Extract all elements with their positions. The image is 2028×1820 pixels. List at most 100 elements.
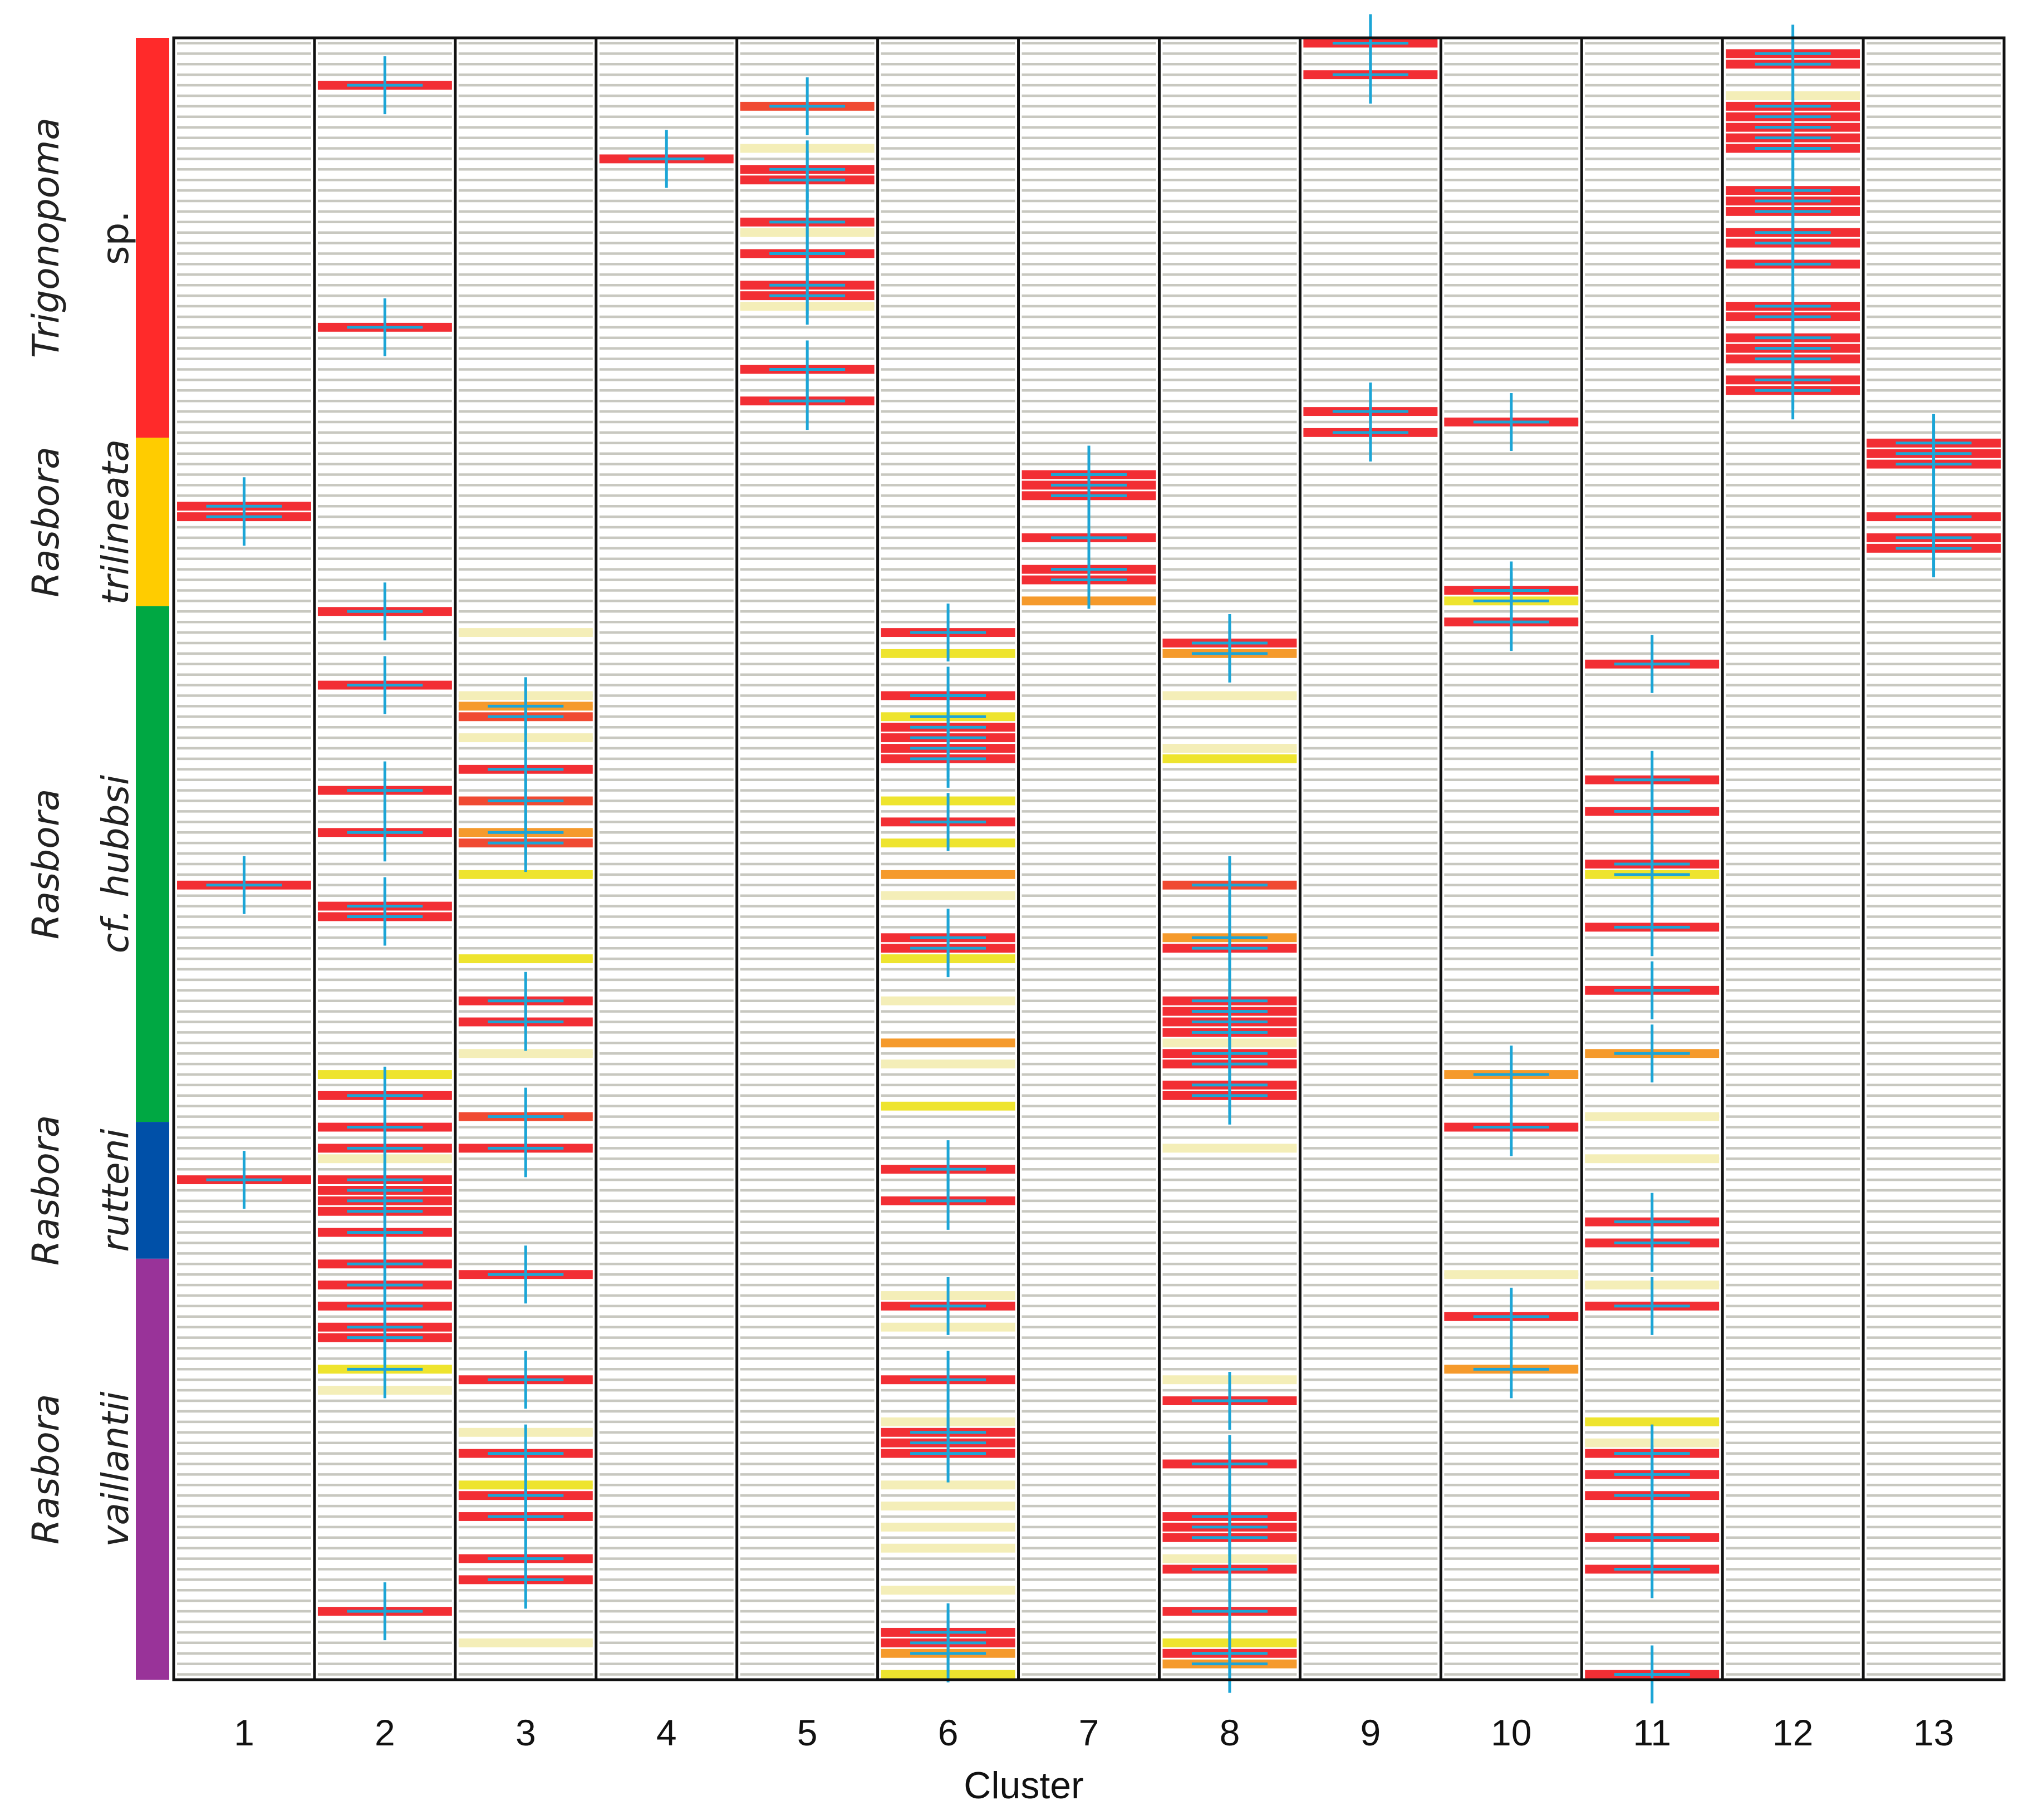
marker-c13-r48 — [1896, 519, 1972, 577]
cell-c6-r91 — [881, 996, 1015, 1005]
marker-c2-r83 — [347, 887, 423, 946]
species-epithet-1: sp. — [94, 211, 137, 265]
marker-c6-r110 — [910, 1171, 986, 1230]
marker-c3-r127 — [488, 1351, 564, 1409]
cell-c6-r81 — [881, 891, 1015, 900]
marker-c8-r135 — [1191, 1435, 1268, 1493]
species-labels: Trigonopoma sp. Rasbora trilineata Rasbora cf… — [24, 117, 137, 1547]
marker-c6-r153 — [910, 1624, 986, 1682]
species-epithet-3: cf. hubbsi — [94, 774, 137, 953]
marker-c7-r51 — [1051, 551, 1127, 609]
marker-c5-r24 — [769, 267, 846, 325]
x-tick-1: 1 — [234, 1712, 254, 1753]
x-tick-2: 2 — [375, 1712, 395, 1753]
species-genus-4: Rasbora — [24, 1115, 67, 1266]
marker-c1-r45 — [206, 488, 282, 546]
marker-c8-r58 — [1191, 624, 1268, 683]
cell-c6-r79 — [881, 870, 1015, 879]
cell-c11-r106 — [1585, 1154, 1720, 1164]
marker-c6-r68 — [910, 729, 986, 788]
marker-c3-r93 — [488, 993, 564, 1051]
x-tick-8: 8 — [1220, 1712, 1240, 1753]
marker-c2-r27 — [347, 298, 423, 356]
species-epithet-5: vaillantii — [94, 1391, 137, 1547]
marker-c4-r11 — [628, 130, 705, 188]
marker-c10-r121 — [1473, 1287, 1549, 1346]
marker-c6-r120 — [910, 1277, 986, 1335]
cell-c11-r102 — [1585, 1112, 1720, 1121]
grid-rows-cluster-13 — [1867, 42, 2001, 1676]
cluster-frame — [172, 36, 2006, 1681]
marker-c9-r37 — [1332, 403, 1408, 462]
grid-rows-cluster-1 — [177, 42, 311, 1676]
cell-c6-r101 — [881, 1101, 1015, 1111]
cell-c6-r139 — [881, 1502, 1015, 1511]
marker-c12-r33 — [1755, 361, 1831, 420]
marker-c11-r79 — [1614, 845, 1690, 904]
species-label-4: Rasbora rutteni — [24, 1115, 137, 1266]
marker-c10-r126 — [1473, 1340, 1549, 1399]
marker-c8-r129 — [1191, 1372, 1268, 1430]
cell-c8-r62 — [1162, 691, 1297, 700]
marker-c11-r59 — [1614, 635, 1690, 693]
species-label-5: Rasbora vaillantii — [24, 1391, 137, 1547]
grid-rows-cluster-4 — [599, 42, 734, 1676]
marker-c11-r96 — [1614, 1024, 1690, 1083]
marker-c11-r120 — [1614, 1277, 1690, 1335]
cell-c6-r143 — [881, 1543, 1015, 1553]
species-bar-4 — [136, 1122, 169, 1259]
marker-c5-r34 — [769, 372, 846, 430]
marker-c6-r134 — [910, 1424, 986, 1483]
cell-c6-r147 — [881, 1586, 1015, 1595]
marker-c3-r76 — [488, 814, 564, 872]
species-bar-2 — [136, 438, 169, 606]
x-tick-5: 5 — [797, 1712, 818, 1753]
species-epithet-4: rutteni — [94, 1129, 137, 1252]
species-bar-3 — [136, 606, 169, 1122]
marker-c2-r126 — [347, 1340, 423, 1399]
cell-c8-r68 — [1162, 754, 1297, 763]
x-tick-4: 4 — [656, 1712, 677, 1753]
marker-c3-r105 — [488, 1119, 564, 1178]
cell-c6-r137 — [881, 1480, 1015, 1490]
marker-c2-r4 — [347, 56, 423, 115]
marker-c3-r64 — [488, 688, 564, 746]
x-tick-11: 11 — [1633, 1712, 1671, 1753]
marker-c5-r6 — [769, 77, 846, 135]
species-label-1: Trigonopoma sp. — [24, 117, 137, 358]
cell-c8-r67 — [1162, 744, 1297, 753]
marker-c6-r74 — [910, 793, 986, 851]
species-epithet-2: trilineata — [94, 439, 137, 605]
marker-c11-r73 — [1614, 782, 1690, 841]
x-tick-13: 13 — [1913, 1712, 1954, 1753]
cell-c11-r131 — [1585, 1417, 1720, 1426]
cell-c3-r56 — [458, 628, 593, 637]
marker-c10-r103 — [1473, 1098, 1549, 1156]
cell-c8-r105 — [1162, 1144, 1297, 1153]
cell-c6-r95 — [881, 1038, 1015, 1048]
marker-c11-r145 — [1614, 1540, 1690, 1598]
frame-outline — [172, 36, 2006, 1681]
marker-c8-r100 — [1191, 1066, 1268, 1125]
marker-c2-r75 — [347, 803, 423, 862]
cell-c3-r87 — [458, 954, 593, 964]
marker-c8-r86 — [1191, 919, 1268, 978]
x-axis-title: Cluster — [964, 1764, 1083, 1807]
species-genus-5: Rasbora — [24, 1394, 67, 1545]
cell-c6-r141 — [881, 1522, 1015, 1532]
marker-c1-r108 — [206, 1151, 282, 1209]
species-bar-1 — [136, 38, 169, 438]
marker-c11-r90 — [1614, 961, 1690, 1019]
marker-c8-r154 — [1191, 1635, 1268, 1693]
marker-c11-r84 — [1614, 898, 1690, 956]
cell-c10-r117 — [1444, 1270, 1579, 1279]
species-label-3: Rasbora cf. hubbsi — [24, 774, 137, 953]
cell-c3-r96 — [458, 1049, 593, 1058]
marker-c11-r155 — [1614, 1645, 1690, 1704]
marker-c8-r80 — [1191, 856, 1268, 914]
marker-c11-r114 — [1614, 1214, 1690, 1272]
marker-c10-r36 — [1473, 393, 1549, 451]
marker-c2-r54 — [347, 582, 423, 641]
marker-c9-r3 — [1332, 46, 1408, 104]
